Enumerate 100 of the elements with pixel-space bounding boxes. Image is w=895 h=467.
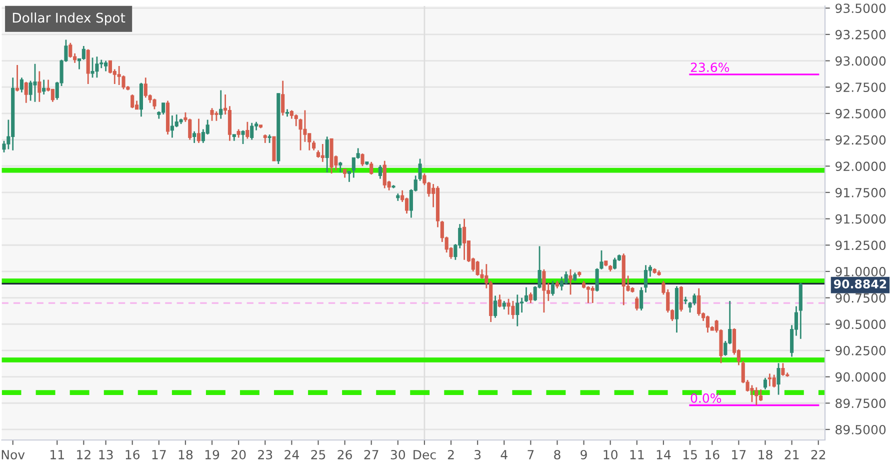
- candlestick: [378, 164, 382, 180]
- candlestick: [635, 296, 639, 312]
- x-tick-label: 2: [448, 450, 454, 460]
- candlestick: [360, 152, 364, 167]
- x-tick-label: 18: [178, 450, 193, 460]
- x-tick-label: 11: [50, 450, 64, 460]
- candlestick: [338, 161, 342, 174]
- x-tick-label: 26: [338, 450, 352, 460]
- candlestick: [640, 286, 644, 312]
- x-tick-label: 30: [390, 450, 406, 460]
- candlestick: [462, 218, 466, 261]
- x-tick-label: 24: [284, 450, 299, 460]
- candlestick: [130, 94, 134, 109]
- candlestick: [524, 286, 528, 303]
- candlestick: [347, 170, 352, 183]
- candlestick: [772, 374, 776, 388]
- candlestick: [325, 136, 329, 174]
- x-tick-label: 8: [554, 450, 560, 460]
- candlestick: [196, 118, 201, 144]
- candlestick: [564, 270, 568, 285]
- series-label: 23.6%: [690, 62, 730, 72]
- candlestick: [776, 362, 780, 396]
- candlestick: [498, 294, 502, 308]
- x-tick-label: 20: [232, 450, 246, 460]
- x-tick-label: 10: [604, 450, 618, 460]
- y-tick-label: 93.0000: [836, 56, 886, 66]
- x-tick-label: 9: [580, 450, 587, 460]
- candlestick: [542, 268, 546, 314]
- candlestick: [219, 90, 223, 120]
- candlestick: [312, 140, 316, 152]
- x-tick-label: Nov: [2, 450, 25, 460]
- candlestick: [192, 130, 196, 144]
- x-tick-label: 3: [474, 450, 481, 460]
- candlestick: [250, 122, 254, 140]
- ref-line-label: 90.8842: [834, 280, 886, 288]
- candlestick: [320, 143, 324, 163]
- x-tick-label: 12: [77, 450, 90, 460]
- candlestick: [298, 118, 302, 152]
- candlestick: [152, 98, 156, 110]
- candlestick: [493, 294, 498, 318]
- candlestick: [15, 64, 20, 92]
- candlestick: [20, 76, 24, 94]
- candlestick: [38, 70, 42, 103]
- candlestick: [108, 60, 112, 74]
- candlestick: [763, 377, 768, 390]
- x-tick-label: 21: [784, 450, 799, 460]
- y-tick-label: 92.7500: [836, 82, 886, 92]
- x-tick-label: 27: [364, 450, 378, 460]
- y-tick-label: 93.5000: [836, 4, 886, 14]
- candlestick: [210, 107, 214, 122]
- candlestick: [86, 48, 90, 85]
- y-tick-label: 90.5000: [836, 320, 886, 330]
- candlestick: [528, 292, 532, 304]
- y-tick-label: 89.5000: [836, 424, 886, 434]
- y-tick-label: 93.2500: [836, 30, 886, 40]
- candlestick: [781, 362, 785, 376]
- y-tick-label: 91.2500: [836, 240, 886, 250]
- x-tick-label: 15: [683, 450, 697, 460]
- x-tick-label: 16: [126, 450, 140, 460]
- candlestick: [33, 63, 37, 103]
- candlestick: [281, 80, 285, 116]
- x-tick-label: 13: [99, 450, 113, 460]
- y-tick-label: 90.0000: [836, 372, 886, 382]
- candlestick: [241, 130, 245, 145]
- x-tick-label: 23: [258, 450, 272, 460]
- candlestick: [404, 197, 409, 214]
- candlestick: [750, 384, 754, 403]
- candlestick: [590, 286, 594, 304]
- x-tick-label: 4: [500, 450, 508, 460]
- x-tick-label: 17: [152, 450, 166, 460]
- candlestick: [42, 79, 46, 96]
- y-tick-label: 91.7500: [836, 188, 886, 198]
- y-tick-label: 90.7500: [836, 293, 886, 303]
- candlestick: [370, 161, 374, 176]
- candlestick: [644, 264, 648, 294]
- y-tick-label: 91.0000: [836, 266, 886, 276]
- x-tick-label: 22: [811, 450, 826, 460]
- candlestick: [586, 286, 590, 304]
- candlestick: [511, 300, 515, 320]
- candlestick: [697, 288, 701, 316]
- x-tick-label: Dec: [414, 450, 436, 460]
- candlestick: [246, 121, 250, 140]
- chart-title: Dollar Index Spot: [12, 12, 126, 26]
- candlestick: [50, 88, 54, 103]
- candlestick: [82, 45, 86, 60]
- candlestick: [24, 81, 28, 104]
- series-label: 0.0%: [690, 393, 722, 403]
- candlestick: [600, 250, 604, 270]
- candlestick: [595, 268, 599, 292]
- y-tick-label: 92.5000: [836, 108, 886, 118]
- x-tick-label: 11: [630, 450, 644, 460]
- candlestick: [568, 268, 572, 296]
- y-tick-label: 90.2500: [836, 346, 886, 356]
- x-tick-label: 18: [758, 450, 772, 460]
- x-tick-label: 19: [205, 450, 220, 460]
- y-tick-label: 91.5000: [836, 214, 886, 224]
- candlestick: [516, 294, 520, 327]
- y-tick-label: 92.0000: [836, 162, 886, 172]
- candlestick: [68, 42, 72, 58]
- x-tick-label: 17: [732, 450, 746, 460]
